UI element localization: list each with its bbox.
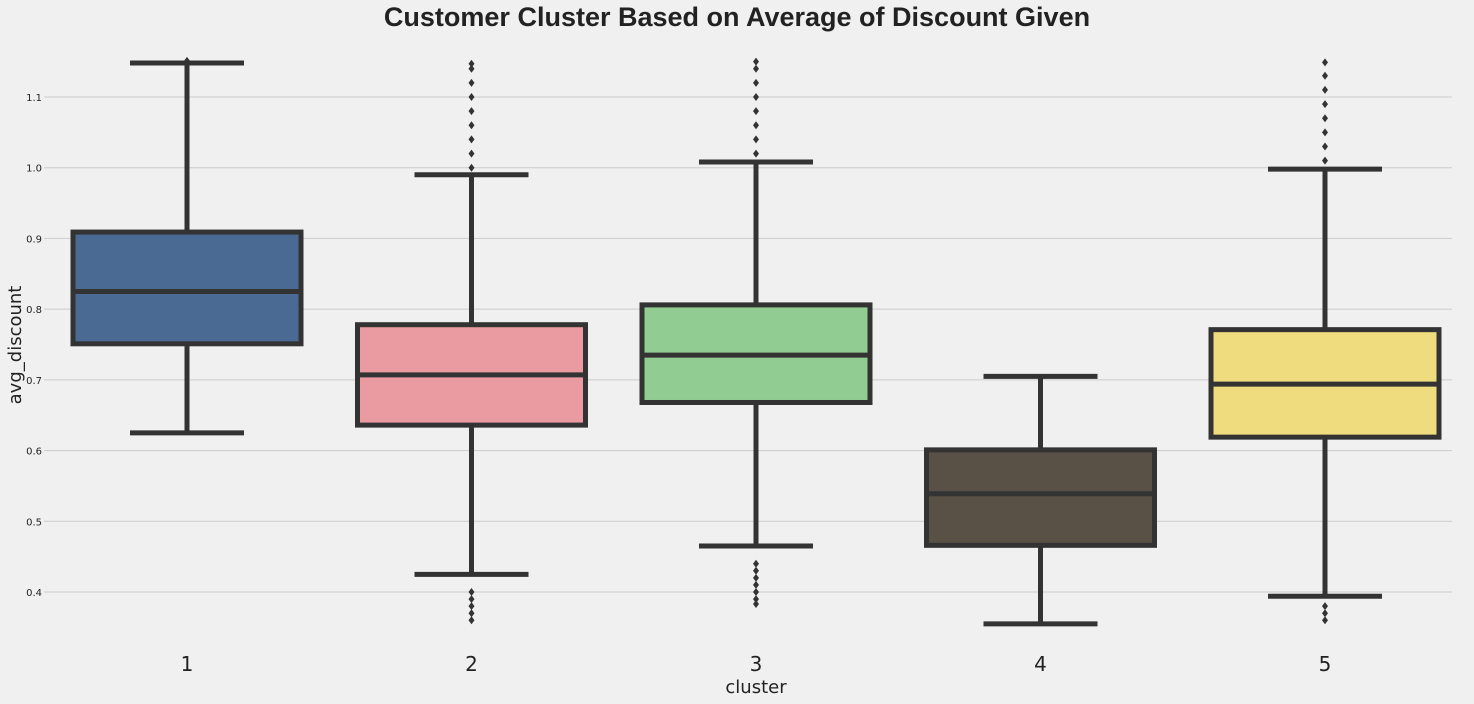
y-tick-label: 1.0 <box>26 164 42 175</box>
outlier-point <box>753 559 759 568</box>
outlier-point <box>1322 58 1328 67</box>
outlier-point <box>1322 128 1328 137</box>
outlier-point <box>468 135 475 144</box>
outlier-point <box>753 64 759 73</box>
y-tick-label: 0.5 <box>26 517 42 528</box>
outlier-point <box>753 135 759 144</box>
outlier-point <box>468 149 475 158</box>
x-tick-label: 3 <box>750 652 763 676</box>
outlier-point <box>1322 71 1328 80</box>
y-tick-label: 0.4 <box>26 588 42 599</box>
x-axis-label: cluster <box>725 677 787 698</box>
box-group-cluster-1 <box>70 56 304 436</box>
box-group-cluster-3 <box>639 57 873 609</box>
x-tick-label: 4 <box>1034 652 1047 676</box>
outlier-point <box>753 93 759 101</box>
outlier-point <box>468 163 475 172</box>
outlier-point <box>468 107 475 116</box>
outlier-point <box>753 107 759 116</box>
y-tick-label: 0.8 <box>26 305 42 316</box>
x-tick-label: 2 <box>465 652 478 676</box>
outlier-point <box>753 121 759 130</box>
iqr-box <box>70 229 304 347</box>
outlier-point <box>184 56 190 65</box>
outlier-point <box>1322 114 1328 123</box>
iqr-box <box>924 447 1157 548</box>
outlier-point <box>753 595 759 604</box>
x-tick-label: 5 <box>1319 652 1332 676</box>
y-tick-label: 0.7 <box>26 376 42 387</box>
chart-title: Customer Cluster Based on Average of Dis… <box>383 2 1091 32</box>
outlier-point <box>1322 602 1328 611</box>
outlier-point <box>753 588 759 596</box>
y-tick-label: 0.9 <box>26 234 42 245</box>
outlier-point <box>468 59 475 68</box>
x-tick-label: 1 <box>181 652 194 676</box>
outlier-point <box>468 595 475 604</box>
y-axis-label: avg_discount <box>5 286 26 405</box>
outlier-point <box>468 121 475 130</box>
outlier-point <box>1322 616 1328 625</box>
box-group-cluster-5 <box>1208 58 1442 625</box>
outlier-point <box>753 573 759 582</box>
outlier-point <box>468 588 475 596</box>
outlier-point <box>468 93 475 101</box>
outlier-point <box>1322 142 1328 151</box>
outlier-point <box>468 602 475 611</box>
y-tick-label: 1.1 <box>26 93 42 104</box>
y-tick-label: 0.6 <box>26 447 42 458</box>
outlier-point <box>1322 85 1328 94</box>
box-group-cluster-4 <box>924 373 1157 627</box>
outlier-point <box>753 57 759 66</box>
outlier-point <box>468 616 475 625</box>
box-series <box>70 56 1442 627</box>
gridlines <box>44 96 1452 593</box>
outlier-point <box>753 600 759 609</box>
outlier-point <box>1322 156 1328 165</box>
box-group-cluster-2 <box>355 59 588 625</box>
outlier-point <box>753 566 759 575</box>
y-tick-labels: 0.4 0.5 0.6 0.7 0.8 0.9 1.0 1.1 <box>26 93 42 599</box>
outlier-point <box>753 580 759 589</box>
outlier-point <box>468 609 475 618</box>
outlier-point <box>468 78 475 87</box>
outlier-point <box>753 78 759 87</box>
x-tick-labels: 1 2 3 4 5 <box>181 652 1332 676</box>
outlier-point <box>1322 609 1328 618</box>
outlier-point <box>1322 100 1328 109</box>
outlier-point <box>468 64 475 73</box>
outlier-point <box>753 149 759 158</box>
